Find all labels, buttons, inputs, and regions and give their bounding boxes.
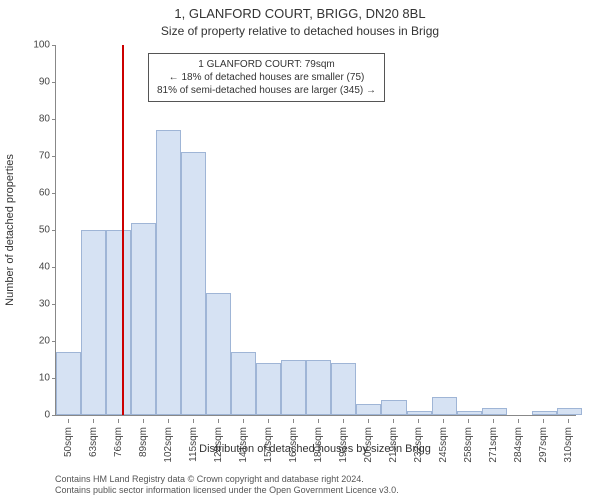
y-tick — [52, 341, 56, 342]
y-tick-label: 20 — [10, 336, 50, 347]
chart-subtitle: Size of property relative to detached ho… — [0, 24, 600, 38]
x-tick-mark — [493, 419, 494, 423]
x-axis-label: Distribution of detached houses by size … — [55, 443, 575, 455]
x-tick-mark — [543, 419, 544, 423]
histogram-bar — [457, 411, 482, 415]
histogram-bar — [256, 363, 281, 415]
x-tick-mark — [568, 419, 569, 423]
histogram-bar — [306, 360, 331, 416]
y-tick — [52, 193, 56, 194]
plot-area: 50sqm63sqm76sqm89sqm102sqm115sqm128sqm14… — [55, 45, 576, 416]
footer-line-1: Contains HM Land Registry data © Crown c… — [55, 474, 575, 485]
y-tick — [52, 156, 56, 157]
x-tick-mark — [143, 419, 144, 423]
x-tick-mark — [518, 419, 519, 423]
histogram-bar — [381, 400, 406, 415]
x-tick-mark — [443, 419, 444, 423]
x-tick-mark — [418, 419, 419, 423]
histogram-bar — [331, 363, 356, 415]
x-tick-mark — [68, 419, 69, 423]
histogram-bar — [532, 411, 557, 415]
histogram-bar — [231, 352, 256, 415]
y-tick-label: 70 — [10, 151, 50, 162]
x-tick-mark — [218, 419, 219, 423]
figure: 1, GLANFORD COURT, BRIGG, DN20 8BL Size … — [0, 0, 600, 500]
histogram-bar — [181, 152, 206, 415]
y-tick-label: 80 — [10, 114, 50, 125]
y-tick-label: 50 — [10, 225, 50, 236]
y-tick — [52, 267, 56, 268]
x-tick-mark — [168, 419, 169, 423]
y-tick — [52, 82, 56, 83]
x-tick-mark — [193, 419, 194, 423]
histogram-bar — [281, 360, 306, 416]
histogram-bar — [156, 130, 181, 415]
footer-line-2: Contains public sector information licen… — [55, 485, 575, 496]
x-tick-mark — [293, 419, 294, 423]
x-tick-mark — [393, 419, 394, 423]
annotation-line: ← 18% of detached houses are smaller (75… — [157, 71, 376, 84]
y-tick-label: 30 — [10, 299, 50, 310]
histogram-bar — [206, 293, 231, 415]
x-tick-mark — [93, 419, 94, 423]
y-tick-label: 60 — [10, 188, 50, 199]
annotation-box: 1 GLANFORD COURT: 79sqm← 18% of detached… — [148, 53, 385, 102]
histogram-bar — [56, 352, 81, 415]
y-tick-label: 90 — [10, 77, 50, 88]
x-tick-mark — [243, 419, 244, 423]
histogram-bar — [432, 397, 457, 416]
y-tick — [52, 304, 56, 305]
histogram-bar — [482, 408, 507, 415]
y-tick-label: 10 — [10, 373, 50, 384]
x-tick-mark — [368, 419, 369, 423]
y-tick-label: 100 — [10, 40, 50, 51]
annotation-line: 1 GLANFORD COURT: 79sqm — [157, 58, 376, 71]
histogram-bar — [557, 408, 582, 415]
reference-line — [122, 45, 124, 415]
x-tick-mark — [343, 419, 344, 423]
y-tick — [52, 45, 56, 46]
histogram-bar — [131, 223, 156, 415]
x-tick-mark — [318, 419, 319, 423]
chart-title: 1, GLANFORD COURT, BRIGG, DN20 8BL — [0, 6, 600, 21]
histogram-bar — [106, 230, 131, 415]
y-tick-label: 0 — [10, 410, 50, 421]
x-tick-mark — [468, 419, 469, 423]
x-tick-mark — [268, 419, 269, 423]
histogram-bar — [81, 230, 106, 415]
y-tick-label: 40 — [10, 262, 50, 273]
y-tick — [52, 230, 56, 231]
x-tick-mark — [118, 419, 119, 423]
histogram-bar — [356, 404, 381, 415]
footer-attribution: Contains HM Land Registry data © Crown c… — [55, 474, 575, 497]
annotation-line: 81% of semi-detached houses are larger (… — [157, 84, 376, 97]
y-tick — [52, 119, 56, 120]
histogram-bar — [407, 411, 432, 415]
